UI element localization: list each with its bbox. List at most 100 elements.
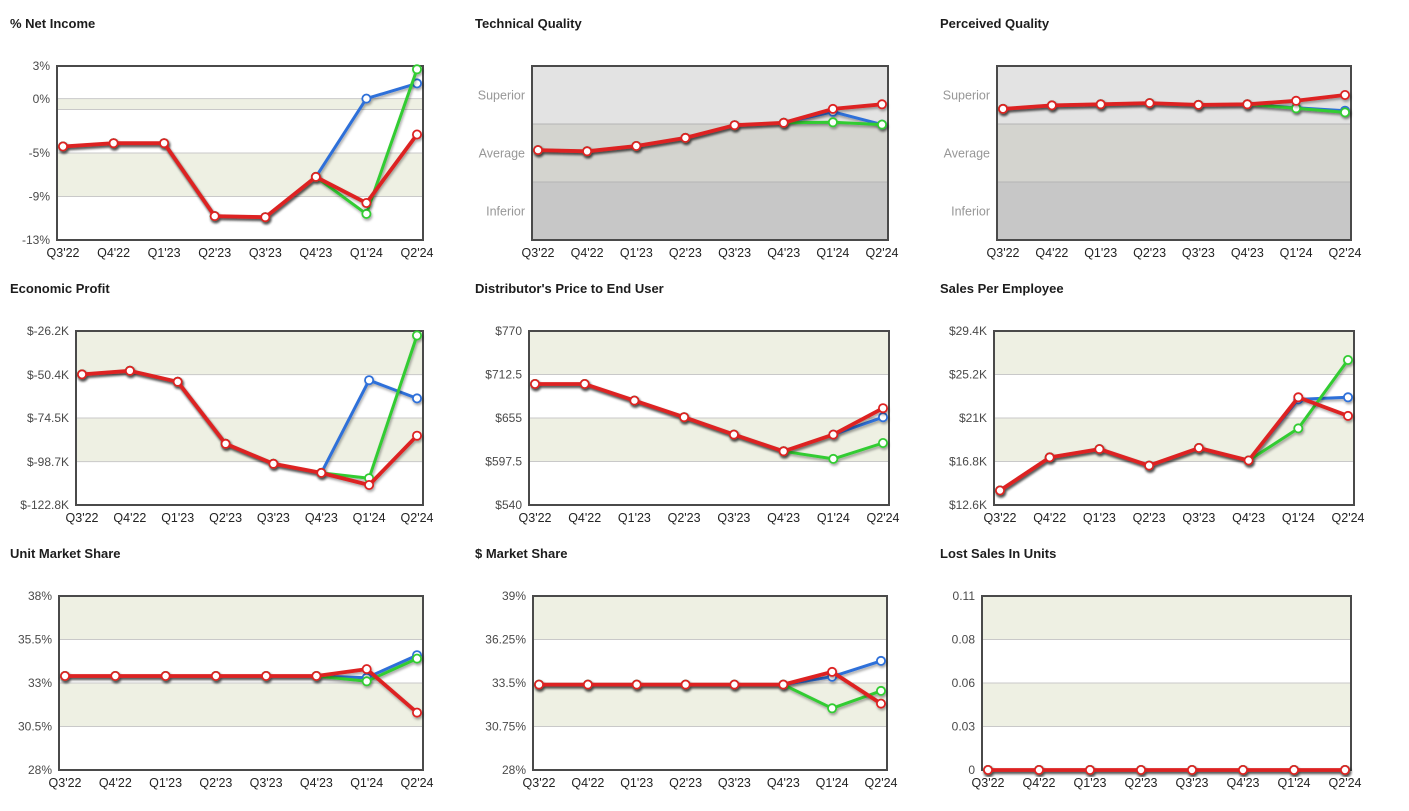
y-tick-label: 30.75%	[485, 720, 526, 734]
chart-title-technical-quality: Technical Quality	[475, 16, 582, 31]
chart-plot-perceived-quality: Superior Average Inferior Q3'22 Q4'22 Q1'23 Q2…	[943, 65, 1362, 260]
chart-title-distributor-price: Distributor's Price to End User	[475, 281, 664, 296]
y-tick-label: $29.4K	[949, 324, 987, 338]
series-red-marker	[1339, 90, 1350, 101]
series-red-marker	[1084, 764, 1095, 775]
x-tick-label: Q4'22	[568, 511, 601, 525]
x-tick-label: Q4'23	[300, 776, 333, 790]
series-green-marker	[411, 330, 422, 341]
series-red-marker	[58, 141, 69, 152]
series-red-line	[61, 132, 419, 220]
y-tick-label: 39%	[502, 589, 526, 603]
series-red-marker	[261, 671, 272, 682]
y-tick-label: 3%	[33, 59, 51, 73]
series-red-marker	[1291, 95, 1302, 106]
series-blue-marker	[875, 655, 886, 666]
x-tick-label: Q3'22	[987, 246, 1020, 260]
x-tick-label: Q2'23	[209, 511, 242, 525]
y-tick-label: Inferior	[951, 204, 990, 218]
series-red-marker	[534, 679, 545, 690]
x-tick-label: Q4'23	[1231, 246, 1264, 260]
x-tick-label: Q2'24	[867, 511, 900, 525]
series-blue-marker	[411, 393, 422, 404]
series-red-line	[533, 382, 885, 454]
series-red-marker	[316, 467, 327, 478]
x-tick-label: Q2'24	[1332, 511, 1365, 525]
chart-title-dollar-market-share: $ Market Share	[475, 546, 568, 561]
x-tick-label: Q1'23	[1083, 511, 1116, 525]
chart-title-unit-market-share: Unit Market Share	[10, 546, 121, 561]
series-red	[995, 392, 1353, 496]
y-tick-label: $21K	[959, 411, 987, 425]
chart-distributor-price: Distributor's Price to End User $770 $712…	[470, 265, 940, 530]
x-tick-label: Q3'22	[47, 246, 80, 260]
series-red-marker	[110, 671, 121, 682]
plot-band	[994, 418, 1354, 462]
series-red	[77, 365, 422, 490]
y-tick-label: $655	[495, 411, 522, 425]
plot-band	[997, 182, 1351, 240]
x-tick-label: Q1'24	[816, 776, 849, 790]
series-red-marker	[631, 141, 642, 152]
series-red-marker	[260, 212, 271, 223]
chart-plot-economic-profit: $-26.2K$-50.4K$-74.5K$-98.7K$-122.8KQ3'2…	[20, 324, 434, 525]
x-tick-label: Q1'24	[1282, 511, 1315, 525]
x-tick-label: Q1'24	[350, 776, 383, 790]
plot-border	[993, 330, 1355, 506]
x-tick-label: Q1'23	[1084, 246, 1117, 260]
chart-plot-dollar-market-share: 39% 36.25% 33.5% 30.75% 28%Q3'22 Q4'22 Q1'23 Q2…	[485, 589, 897, 790]
series-red-marker	[361, 197, 372, 208]
series-red-marker	[729, 679, 740, 690]
series-green-marker	[1293, 423, 1304, 434]
x-tick-label: Q4'22	[113, 511, 146, 525]
x-tick-label: Q3'22	[66, 511, 99, 525]
series-blue-marker	[1342, 392, 1353, 403]
series-green-marker	[877, 437, 888, 448]
series-green-marker	[1339, 107, 1350, 118]
plot-border	[532, 595, 888, 771]
y-tick-label: Superior	[478, 88, 525, 102]
series-red-marker	[411, 129, 422, 140]
x-tick-label: Q3'23	[1176, 776, 1209, 790]
series-red-marker	[1293, 392, 1304, 403]
x-tick-label: Q4'22	[1035, 246, 1068, 260]
y-tick-label: $-50.4K	[27, 368, 69, 382]
series-red-marker	[411, 430, 422, 441]
chart-perceived-quality: Perceived Quality Superior Average Inferio…	[940, 0, 1409, 265]
x-tick-label: Q3'23	[717, 511, 750, 525]
plot-border	[996, 65, 1352, 241]
chart-title-lost-sales: Lost Sales In Units	[940, 546, 1057, 561]
series-red-marker	[1046, 100, 1057, 111]
x-tick-label: Q4'23	[767, 776, 800, 790]
series-red-marker	[1288, 764, 1299, 775]
y-tick-label: Superior	[943, 88, 990, 102]
y-tick-label: 0	[968, 763, 975, 777]
chart-plot-net-income: 3% 0% -5% -9% -13%Q3'22 Q4'22 Q1'23 Q2'23 Q3'23 Q…	[22, 59, 434, 260]
y-tick-label: 30.5%	[18, 720, 52, 734]
x-tick-label: Q2'24	[401, 511, 434, 525]
chart-dollar-market-share: $ Market Share 39% 36.25% 33.5% 30.75% 28% Q3…	[470, 530, 940, 811]
y-tick-label: 0%	[33, 92, 51, 106]
series-red-line	[537, 670, 883, 706]
x-tick-label: Q4'22	[1033, 511, 1066, 525]
plot-border	[75, 330, 424, 506]
series-red-marker	[1342, 410, 1353, 421]
y-tick-label: 35.5%	[18, 633, 52, 647]
y-tick-label: 0.03	[952, 720, 976, 734]
series-green-marker	[1342, 355, 1353, 366]
series-green-marker	[361, 208, 372, 219]
chart-economic-profit: Economic Profit $-26.2K $-50.4K $-74.5K $-9…	[0, 265, 470, 530]
x-tick-label: Q1'23	[1074, 776, 1107, 790]
chart-sales-per-employee: Sales Per Employee $29.4K $25.2K $21K $16.8…	[940, 265, 1409, 530]
chart-lost-sales: Lost Sales In Units 0.11 0.08 0.06 0.03 0 Q3'…	[940, 530, 1409, 811]
series-red-marker	[827, 103, 838, 114]
chart-net-income: % Net Income 3% 0% -5% -9% -13% Q3'22 Q4'22 Q1'…	[0, 0, 470, 265]
series-red-marker	[1193, 442, 1204, 453]
x-tick-label: Q3'23	[1182, 511, 1215, 525]
series-blue-marker	[877, 412, 888, 423]
x-tick-label: Q1'23	[161, 511, 194, 525]
chart-title-economic-profit: Economic Profit	[10, 281, 110, 296]
x-tick-label: Q2'23	[1133, 246, 1166, 260]
x-tick-label: Q3'22	[522, 246, 555, 260]
